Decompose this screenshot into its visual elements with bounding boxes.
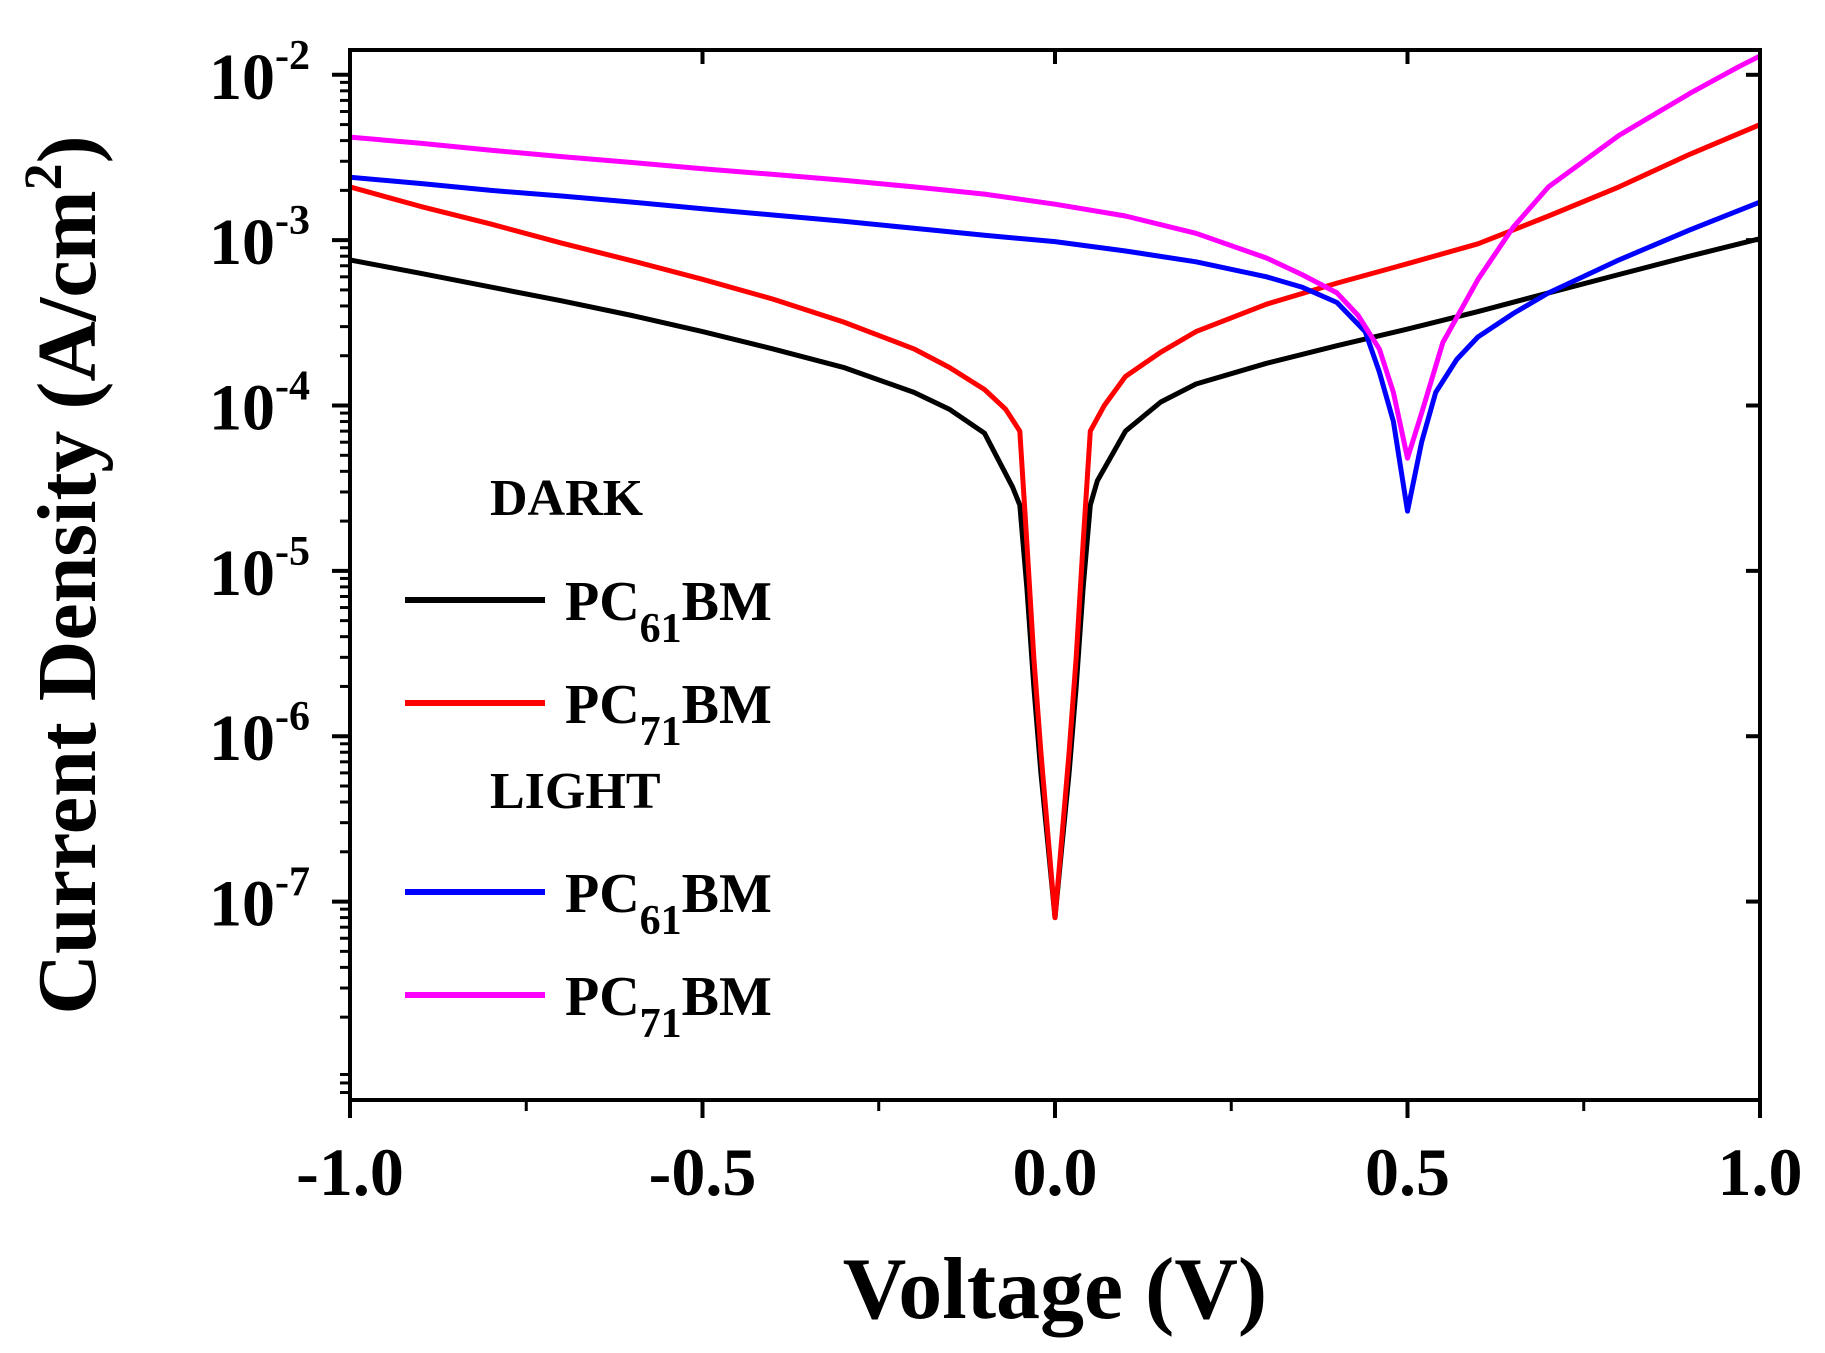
legend-label-prefix: PC	[565, 674, 640, 736]
series-line-2	[350, 174, 1760, 514]
y-axis-title-sup: 2	[13, 163, 73, 190]
y-tick-label: 10-7	[209, 860, 310, 941]
y-tick-sup: -3	[275, 198, 310, 244]
legend-label-suffix: BM	[682, 571, 772, 633]
y-tick-label: 10-4	[209, 364, 310, 445]
legend-label-sub: 61	[640, 898, 682, 944]
y-tick-sup: -6	[275, 694, 310, 740]
y-tick-base: 10	[209, 537, 275, 610]
series-line-1	[350, 122, 1760, 921]
legend-label: PC71BM	[565, 966, 772, 1047]
y-axis-title-close: )	[21, 135, 114, 163]
y-tick-sup: -2	[275, 33, 310, 79]
y-tick-label: 10-2	[209, 33, 310, 114]
y-tick-base: 10	[209, 206, 275, 279]
legend-heading: LIGHT	[490, 763, 661, 820]
x-tick-label: -1.0	[296, 1134, 404, 1210]
series-line-3	[350, 53, 1760, 461]
y-tick-label: 10-3	[209, 198, 310, 279]
axes-layer: -1.0 -0.5 0.0 0.5 1.010-210-310-410-510-610-…	[13, 33, 1803, 1338]
legend-label: PC61BM	[565, 571, 772, 652]
x-tick-label: 0.0	[1013, 1134, 1098, 1210]
legend-label-suffix: BM	[682, 674, 772, 736]
y-axis-title-main: Current Density (A/cm	[21, 190, 114, 1014]
y-tick-sup: -4	[275, 364, 310, 410]
legend-label-suffix: BM	[682, 966, 772, 1028]
y-tick-sup: -5	[275, 529, 310, 575]
legend-label: PC71BM	[565, 674, 772, 755]
x-tick-label: 1.0	[1718, 1134, 1803, 1210]
y-tick-base: 10	[209, 702, 275, 775]
y-axis-title: Current Density (A/cm2)	[13, 135, 114, 1014]
legend-label-suffix: BM	[682, 863, 772, 925]
legend-label-sub: 71	[640, 709, 682, 755]
legend-heading: DARK	[490, 470, 644, 527]
legend-label: PC61BM	[565, 863, 772, 944]
plot-layer	[350, 53, 1760, 921]
y-tick-sup: -7	[275, 860, 310, 906]
x-tick-label: -0.5	[649, 1134, 757, 1210]
x-tick-label: 0.5	[1365, 1134, 1450, 1210]
y-tick-base: 10	[209, 372, 275, 445]
plot-frame	[348, 48, 1762, 1102]
x-axis-title: Voltage (V)	[843, 1241, 1267, 1338]
y-tick-base: 10	[209, 41, 275, 114]
legend-label-sub: 71	[640, 1001, 682, 1047]
legend-label-prefix: PC	[565, 571, 640, 633]
legend-label-prefix: PC	[565, 863, 640, 925]
legend-label-sub: 61	[640, 606, 682, 652]
y-tick-label: 10-5	[209, 529, 310, 610]
legend-label-prefix: PC	[565, 966, 640, 1028]
y-tick-label: 10-6	[209, 694, 310, 775]
y-tick-base: 10	[209, 868, 275, 941]
